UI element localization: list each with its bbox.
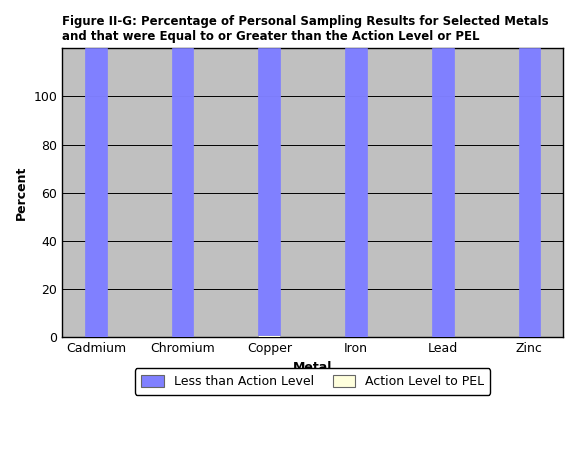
Bar	[85, 48, 107, 97]
Bar	[172, 97, 194, 337]
Bar	[345, 97, 367, 337]
Bar	[432, 48, 454, 97]
Bar	[518, 97, 540, 337]
Bar	[432, 97, 454, 337]
X-axis label: Metal: Metal	[293, 361, 332, 374]
Text: Figure II-G: Percentage of Personal Sampling Results for Selected Metals
and tha: Figure II-G: Percentage of Personal Samp…	[62, 15, 549, 43]
Bar	[258, 97, 280, 335]
Y-axis label: Percent: Percent	[15, 166, 28, 220]
Bar	[172, 48, 194, 97]
Bar	[345, 48, 367, 97]
Bar	[258, 335, 280, 337]
Bar	[85, 97, 107, 337]
Bar	[518, 48, 540, 97]
Legend: Less than Action Level, Action Level to PEL: Less than Action Level, Action Level to …	[135, 369, 490, 395]
Bar	[258, 48, 280, 97]
